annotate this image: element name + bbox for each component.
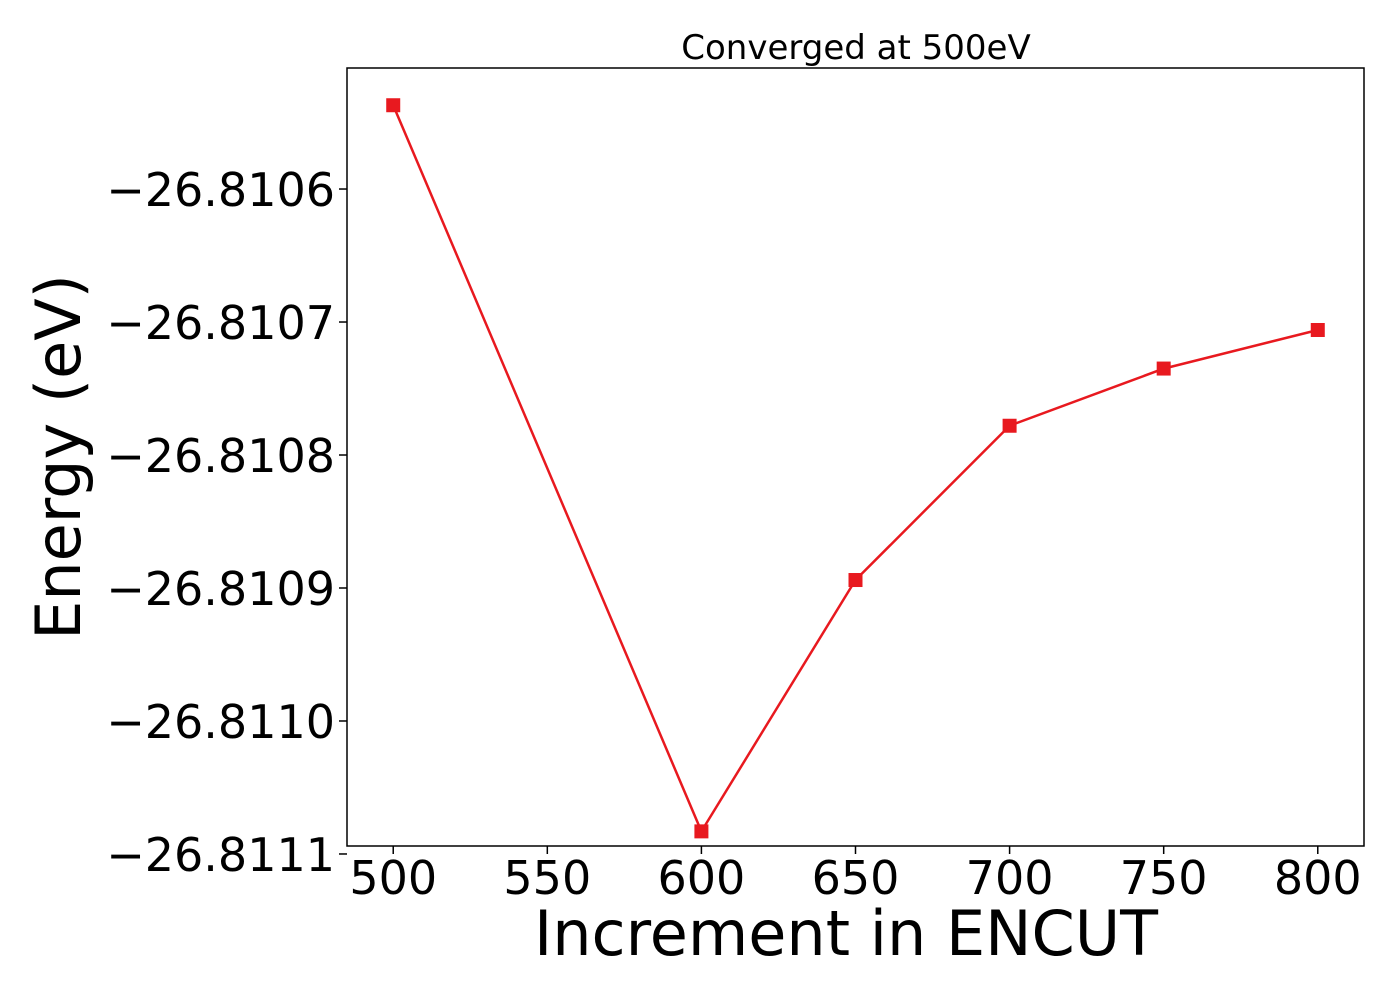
y-tick-label: −26.8107 xyxy=(106,296,335,350)
x-tick-label: 600 xyxy=(658,851,746,905)
y-axis-label: Energy (eV) xyxy=(22,274,95,640)
data-point-marker xyxy=(386,98,401,113)
y-tick-label: −26.8110 xyxy=(106,695,335,749)
data-point-marker xyxy=(1002,418,1017,433)
series-layer xyxy=(386,98,1325,839)
y-tick-label: −26.8111 xyxy=(106,828,335,882)
plot-frame xyxy=(346,67,1365,847)
data-point-marker xyxy=(1310,322,1325,337)
y-tick-label: −26.8108 xyxy=(106,429,335,483)
data-point-marker xyxy=(848,573,863,588)
energy-series-line xyxy=(392,104,1319,833)
data-point-marker xyxy=(1156,361,1171,376)
x-tick-label: 700 xyxy=(966,851,1054,905)
x-tick-label: 500 xyxy=(349,851,437,905)
x-tick-label: 550 xyxy=(503,851,591,905)
x-tick-label: 750 xyxy=(1120,851,1208,905)
x-axis-label: Increment in ENCUT xyxy=(534,897,1159,970)
y-tick-label: −26.8106 xyxy=(106,163,335,217)
tick-layer: 500 550 600 650 700 750 800 −26.8111 −26.8110 −26… xyxy=(106,163,1361,905)
data-point-marker xyxy=(694,824,709,839)
x-tick-label: 650 xyxy=(812,851,900,905)
y-tick-label: −26.8109 xyxy=(106,562,335,616)
chart-title: Converged at 500eV xyxy=(681,28,1030,68)
x-tick-label: 800 xyxy=(1274,851,1362,905)
